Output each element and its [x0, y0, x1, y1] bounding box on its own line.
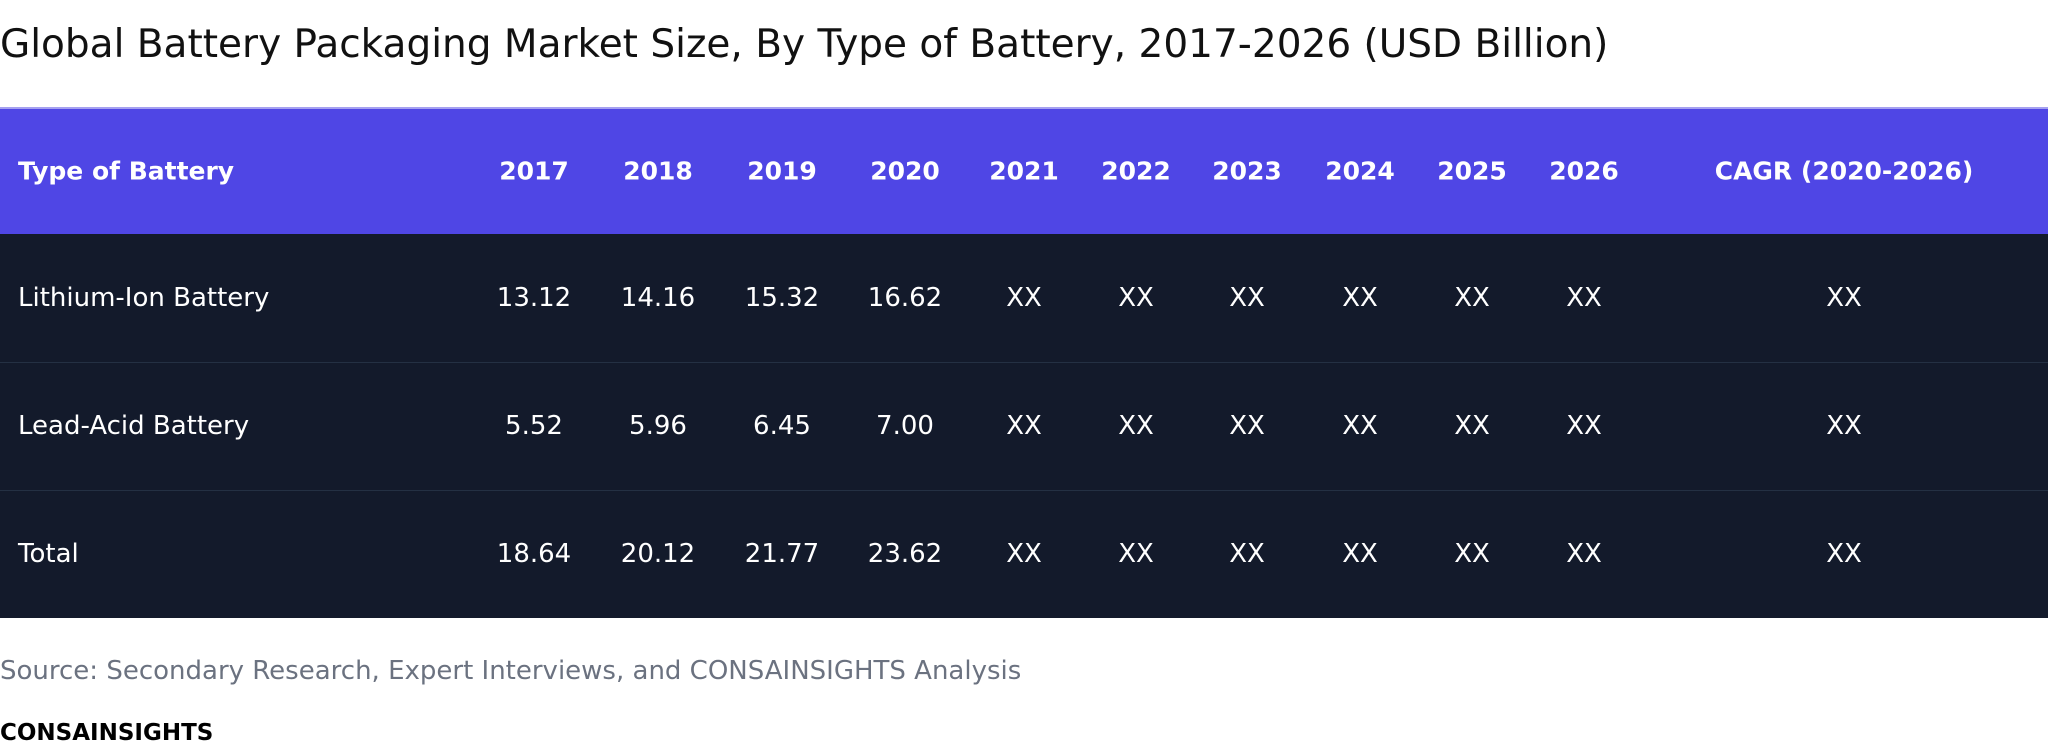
table-cell: XX — [1229, 283, 1265, 313]
header-cell: 2023 — [1212, 156, 1282, 186]
header-cell: 2018 — [623, 156, 693, 186]
table-cell: XX — [1566, 539, 1602, 569]
header-cell: 2019 — [747, 156, 817, 186]
table-cell: XX — [1826, 283, 1862, 313]
table-header — [0, 107, 2048, 234]
table-cell: XX — [1229, 539, 1265, 569]
table-cell: XX — [1454, 411, 1490, 441]
row-label: Lithium-Ion Battery — [18, 283, 270, 313]
brand: CONSAINSIGHTS — [0, 720, 214, 746]
table-cell: XX — [1006, 411, 1042, 441]
table-cell: 16.62 — [867, 283, 943, 313]
table-cell: XX — [1342, 283, 1378, 313]
table-cell: XX — [1229, 411, 1265, 441]
title: Global Battery Packaging Market Size, By… — [0, 22, 1609, 67]
table-cell: XX — [1566, 411, 1602, 441]
header-cell: Type of Battery — [18, 156, 235, 186]
table-cell: 6.45 — [753, 411, 811, 441]
table-cell: 13.12 — [496, 283, 572, 313]
header-cell: 2024 — [1325, 156, 1395, 186]
header-cell: CAGR (2020-2026) — [1714, 156, 1974, 186]
table-row — [0, 362, 2048, 490]
table-row — [0, 234, 2048, 362]
header-cell: 2021 — [989, 156, 1059, 186]
header-cell: 2025 — [1437, 156, 1507, 186]
row-label: Total — [18, 539, 79, 569]
table-cell: XX — [1006, 539, 1042, 569]
table-cell: 23.62 — [867, 539, 943, 569]
table-cell: 20.12 — [620, 539, 696, 569]
table-cell: 15.32 — [744, 283, 820, 313]
table-cell: XX — [1826, 411, 1862, 441]
header-cell: 2017 — [499, 156, 569, 186]
header-cell: 2020 — [870, 156, 940, 186]
table-cell: XX — [1454, 283, 1490, 313]
table-cell: XX — [1006, 283, 1042, 313]
table-cell: 21.77 — [744, 539, 820, 569]
table-cell: XX — [1118, 411, 1154, 441]
header-cell: 2026 — [1549, 156, 1619, 186]
table-cell: XX — [1454, 539, 1490, 569]
table-cell: XX — [1342, 411, 1378, 441]
table-cell: 5.96 — [629, 411, 687, 441]
table-cell: XX — [1826, 539, 1862, 569]
table-cell: XX — [1118, 283, 1154, 313]
table-cell: XX — [1342, 539, 1378, 569]
table-cell: XX — [1118, 539, 1154, 569]
row-label: Lead-Acid Battery — [18, 411, 250, 441]
header-cell: 2022 — [1101, 156, 1171, 186]
table-cell: 7.00 — [876, 411, 934, 441]
table-cell: XX — [1566, 283, 1602, 313]
source-note: Source: Secondary Research, Expert Inter… — [0, 656, 1022, 686]
table-row — [0, 490, 2048, 618]
table-cell: 14.16 — [620, 283, 696, 313]
table-cell: 18.64 — [496, 539, 572, 569]
table-cell: 5.52 — [505, 411, 563, 441]
